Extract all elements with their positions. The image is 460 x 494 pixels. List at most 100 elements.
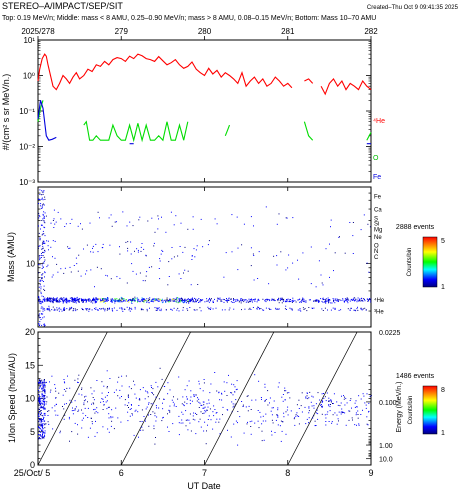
- velocity-point: [84, 407, 86, 409]
- velocity-colorbar-min: 1: [441, 430, 445, 437]
- mass-point: [41, 190, 43, 192]
- velocity-point: [195, 394, 197, 396]
- velocity-point: [203, 412, 205, 414]
- mass-point: [42, 317, 44, 319]
- mass-point: [107, 275, 108, 277]
- velocity-point: [63, 389, 65, 390]
- mass-point: [123, 298, 125, 300]
- velocity-point: [83, 400, 85, 402]
- velocity-point: [168, 431, 170, 432]
- mass-point: [66, 299, 68, 301]
- mass-point: [76, 309, 78, 311]
- velocity-point: [344, 404, 346, 406]
- mass-point: [182, 299, 184, 301]
- mass-point: [195, 299, 197, 301]
- velocity-point: [81, 389, 83, 390]
- velocity-point: [40, 410, 42, 411]
- velocity-point: [250, 409, 252, 410]
- mass-point: [334, 252, 336, 254]
- mass-point: [39, 237, 41, 239]
- mass-point: [206, 298, 208, 300]
- velocity-point: [263, 439, 265, 441]
- velocity-point: [208, 402, 210, 404]
- mass-point: [262, 298, 264, 300]
- velocity-point: [313, 405, 315, 407]
- mass-point: [288, 254, 290, 256]
- mass-point: [54, 298, 56, 300]
- mass-point: [250, 298, 252, 300]
- mass-point: [43, 240, 45, 242]
- mass-point: [50, 297, 52, 299]
- mass-point: [39, 215, 41, 217]
- mass-point: [49, 310, 51, 312]
- mass-point: [177, 255, 179, 257]
- series-line-1: [366, 132, 372, 141]
- mass-point: [78, 299, 80, 301]
- velocity-point: [42, 428, 44, 430]
- velocity-xtick-label: 9: [368, 468, 373, 478]
- mass-point: [39, 257, 41, 259]
- element-label-Si: Si: [374, 222, 379, 228]
- mass-point: [68, 299, 70, 301]
- velocity-point: [323, 397, 325, 399]
- velocity-point: [355, 412, 357, 414]
- plot-title: STEREO–A/IMPACT/SEP/SIT: [2, 1, 123, 11]
- velocity-point: [134, 384, 136, 386]
- velocity-point: [267, 404, 269, 406]
- velocity-point: [231, 401, 233, 403]
- velocity-point: [257, 420, 259, 422]
- velocity-point: [57, 414, 59, 416]
- mass-point: [202, 246, 204, 248]
- mass-point: [332, 298, 334, 300]
- mass-point: [182, 301, 184, 303]
- velocity-point: [100, 401, 102, 403]
- velocity-point: [209, 408, 211, 410]
- velocity-point: [151, 392, 153, 393]
- velocity-point: [49, 391, 51, 393]
- mass-point: [78, 301, 80, 303]
- mass-point: [151, 300, 153, 302]
- velocity-point: [40, 422, 42, 424]
- element-label-Fe: Fe: [374, 194, 382, 200]
- element-label-N: N: [374, 249, 378, 255]
- mass-point: [74, 302, 76, 303]
- mass-point: [78, 302, 80, 303]
- mass-point: [148, 300, 149, 301]
- velocity-point: [126, 405, 128, 406]
- velocity-point: [41, 415, 43, 416]
- mass-point: [280, 299, 282, 301]
- velocity-ytick-label: 10: [25, 394, 35, 404]
- velocity-point: [325, 424, 327, 426]
- mass-point: [345, 298, 347, 300]
- mass-point: [340, 309, 342, 311]
- mass-point: [97, 251, 99, 253]
- velocity-point: [87, 401, 88, 403]
- mass-point: [119, 253, 121, 255]
- velocity-point: [39, 419, 40, 421]
- mass-point: [91, 309, 93, 311]
- velocity-point: [366, 393, 368, 395]
- dispersion-line: [37, 331, 108, 466]
- mass-point: [64, 226, 66, 227]
- mass-point: [276, 264, 278, 266]
- velocity-point: [44, 397, 46, 399]
- mass-point: [111, 309, 113, 311]
- flux-panel-frame: [37, 39, 372, 183]
- velocity-point: [41, 402, 43, 404]
- mass-point: [214, 298, 215, 300]
- velocity-point: [156, 407, 157, 409]
- velocity-point: [85, 395, 87, 397]
- mass-point: [258, 299, 260, 301]
- velocity-point: [275, 419, 277, 421]
- mass-point: [39, 264, 41, 266]
- velocity-point: [315, 403, 317, 405]
- velocity-point: [42, 389, 44, 391]
- mass-point: [48, 300, 50, 301]
- velocity-point: [171, 399, 173, 401]
- velocity-point: [301, 411, 303, 413]
- velocity-point: [64, 414, 66, 416]
- mass-point: [74, 301, 76, 302]
- velocity-point: [351, 407, 352, 409]
- mass-point: [318, 300, 320, 302]
- mass-point: [250, 265, 252, 267]
